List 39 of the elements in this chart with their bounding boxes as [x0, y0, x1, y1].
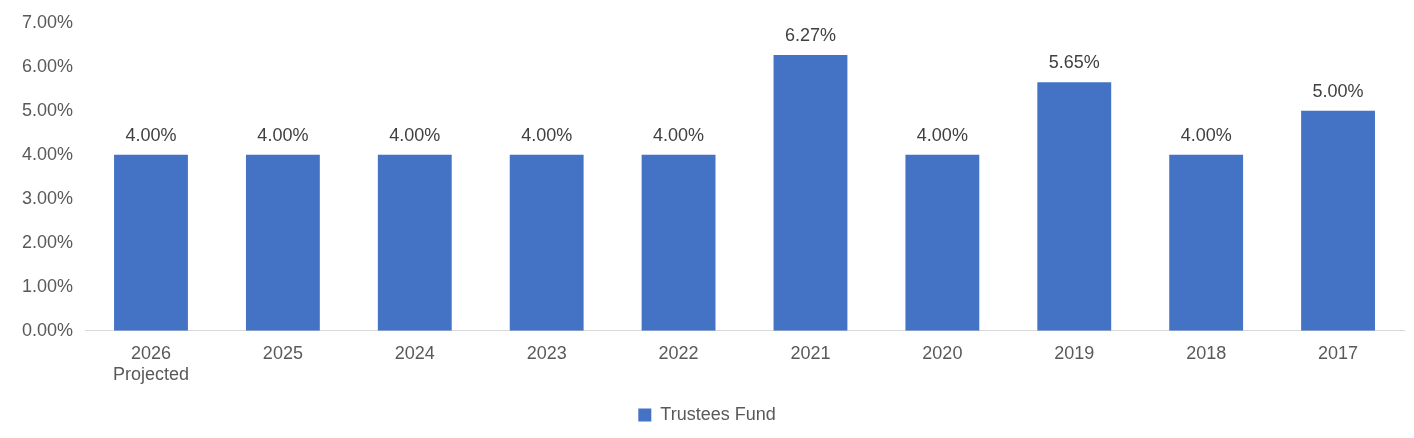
bar: [905, 154, 980, 331]
bar: [245, 154, 320, 331]
y-tick-label: 3.00%: [21, 187, 74, 208]
x-tick-label: 2026 Projected: [112, 342, 190, 385]
x-tick-label: 2017: [1318, 342, 1359, 363]
text: 4.00%: [521, 124, 573, 145]
text: 4.00%: [389, 124, 441, 145]
x-tick-label: 2020: [922, 342, 963, 363]
x-tick-label: 2019: [1054, 342, 1095, 363]
y-tick-label: 4.00%: [21, 143, 74, 164]
bar: [1169, 154, 1244, 331]
text: 5.65%: [1048, 52, 1100, 73]
x-tick-label: 2018: [1186, 342, 1227, 363]
y-tick-label: 1.00%: [21, 275, 74, 296]
text: 4.00%: [125, 124, 177, 145]
y-tick-label: 7.00%: [21, 11, 74, 32]
bar: [509, 154, 584, 331]
text: 4.00%: [916, 124, 968, 145]
y-tick-label: 6.00%: [21, 55, 74, 76]
x-tick-label: 2023: [526, 342, 567, 363]
bar: [1301, 110, 1375, 331]
bar: [1037, 82, 1112, 331]
x-tick-label: 2021: [790, 342, 831, 363]
text: 4.00%: [257, 124, 309, 145]
y-tick-label: 0.00%: [21, 319, 74, 340]
y-tick-label: 5.00%: [21, 99, 74, 120]
bar: [641, 154, 716, 331]
bar: [377, 154, 452, 331]
text: 6.27%: [784, 24, 836, 45]
bar: [114, 154, 188, 331]
y-tick-label: 2.00%: [21, 231, 74, 252]
text: 4.00%: [1180, 124, 1232, 145]
x-tick-label: 2025: [262, 342, 303, 363]
text: 5.00%: [1312, 80, 1364, 101]
x-tick-label: 2022: [658, 342, 699, 363]
text: 4.00%: [653, 124, 705, 145]
legend-label: Trustees Fund: [660, 403, 776, 424]
bar: [773, 54, 848, 331]
x-tick-label: 2024: [394, 342, 435, 363]
